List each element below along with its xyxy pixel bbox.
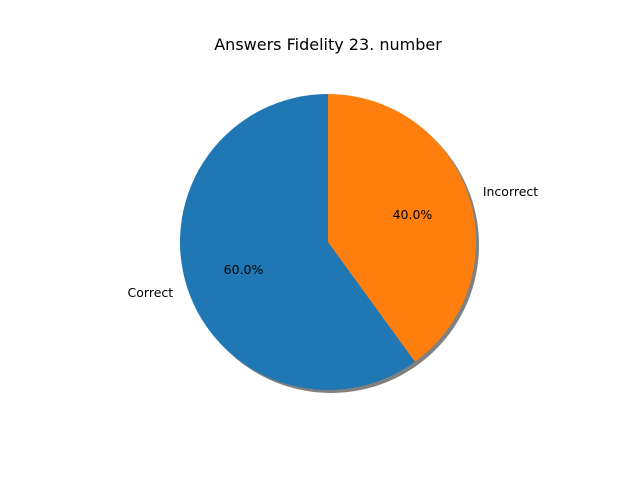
chart-title: Answers Fidelity 23. number <box>214 35 442 54</box>
pie-slices <box>180 94 477 390</box>
pie-category-label-incorrect: Incorrect <box>483 184 538 199</box>
pie-slice-correct <box>180 94 415 390</box>
pie-percent-label-correct: 60.0% <box>224 262 264 277</box>
pie-labels: 60.0% Correct 40.0% Incorrect <box>128 184 539 300</box>
pie-slice-incorrect <box>328 94 477 362</box>
pie-category-label-correct: Correct <box>128 285 174 300</box>
pie-percent-label-incorrect: 40.0% <box>393 207 433 222</box>
